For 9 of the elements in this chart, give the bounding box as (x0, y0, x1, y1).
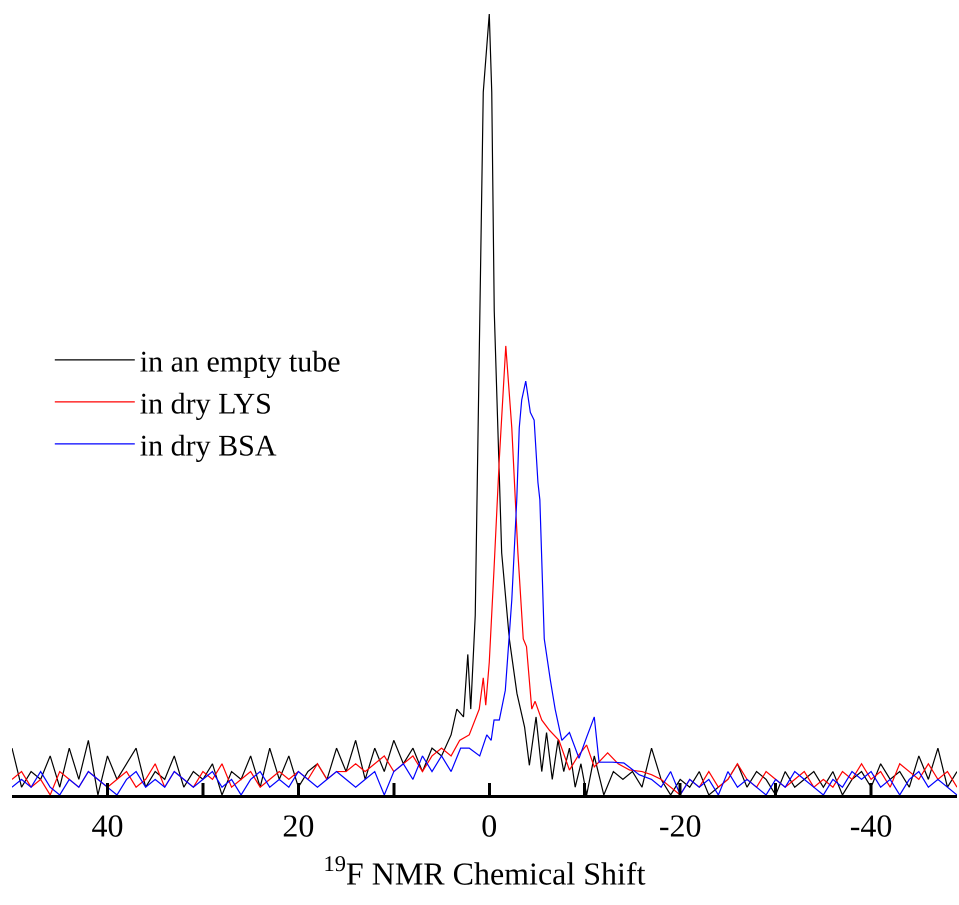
legend-label: in dry BSA (140, 430, 277, 463)
x-tick-label: 40 (91, 807, 124, 844)
x-tick-label: 20 (282, 807, 314, 844)
x-axis-title: $^{19}$F NMR Chemical Shift (324, 850, 646, 892)
x-tick-label: 0 (481, 807, 498, 844)
legend-label: in dry LYS (140, 388, 272, 421)
x-tick-label: -40 (850, 807, 892, 844)
legend-label: in an empty tube (140, 346, 341, 379)
x-tick-label: -20 (658, 807, 702, 844)
